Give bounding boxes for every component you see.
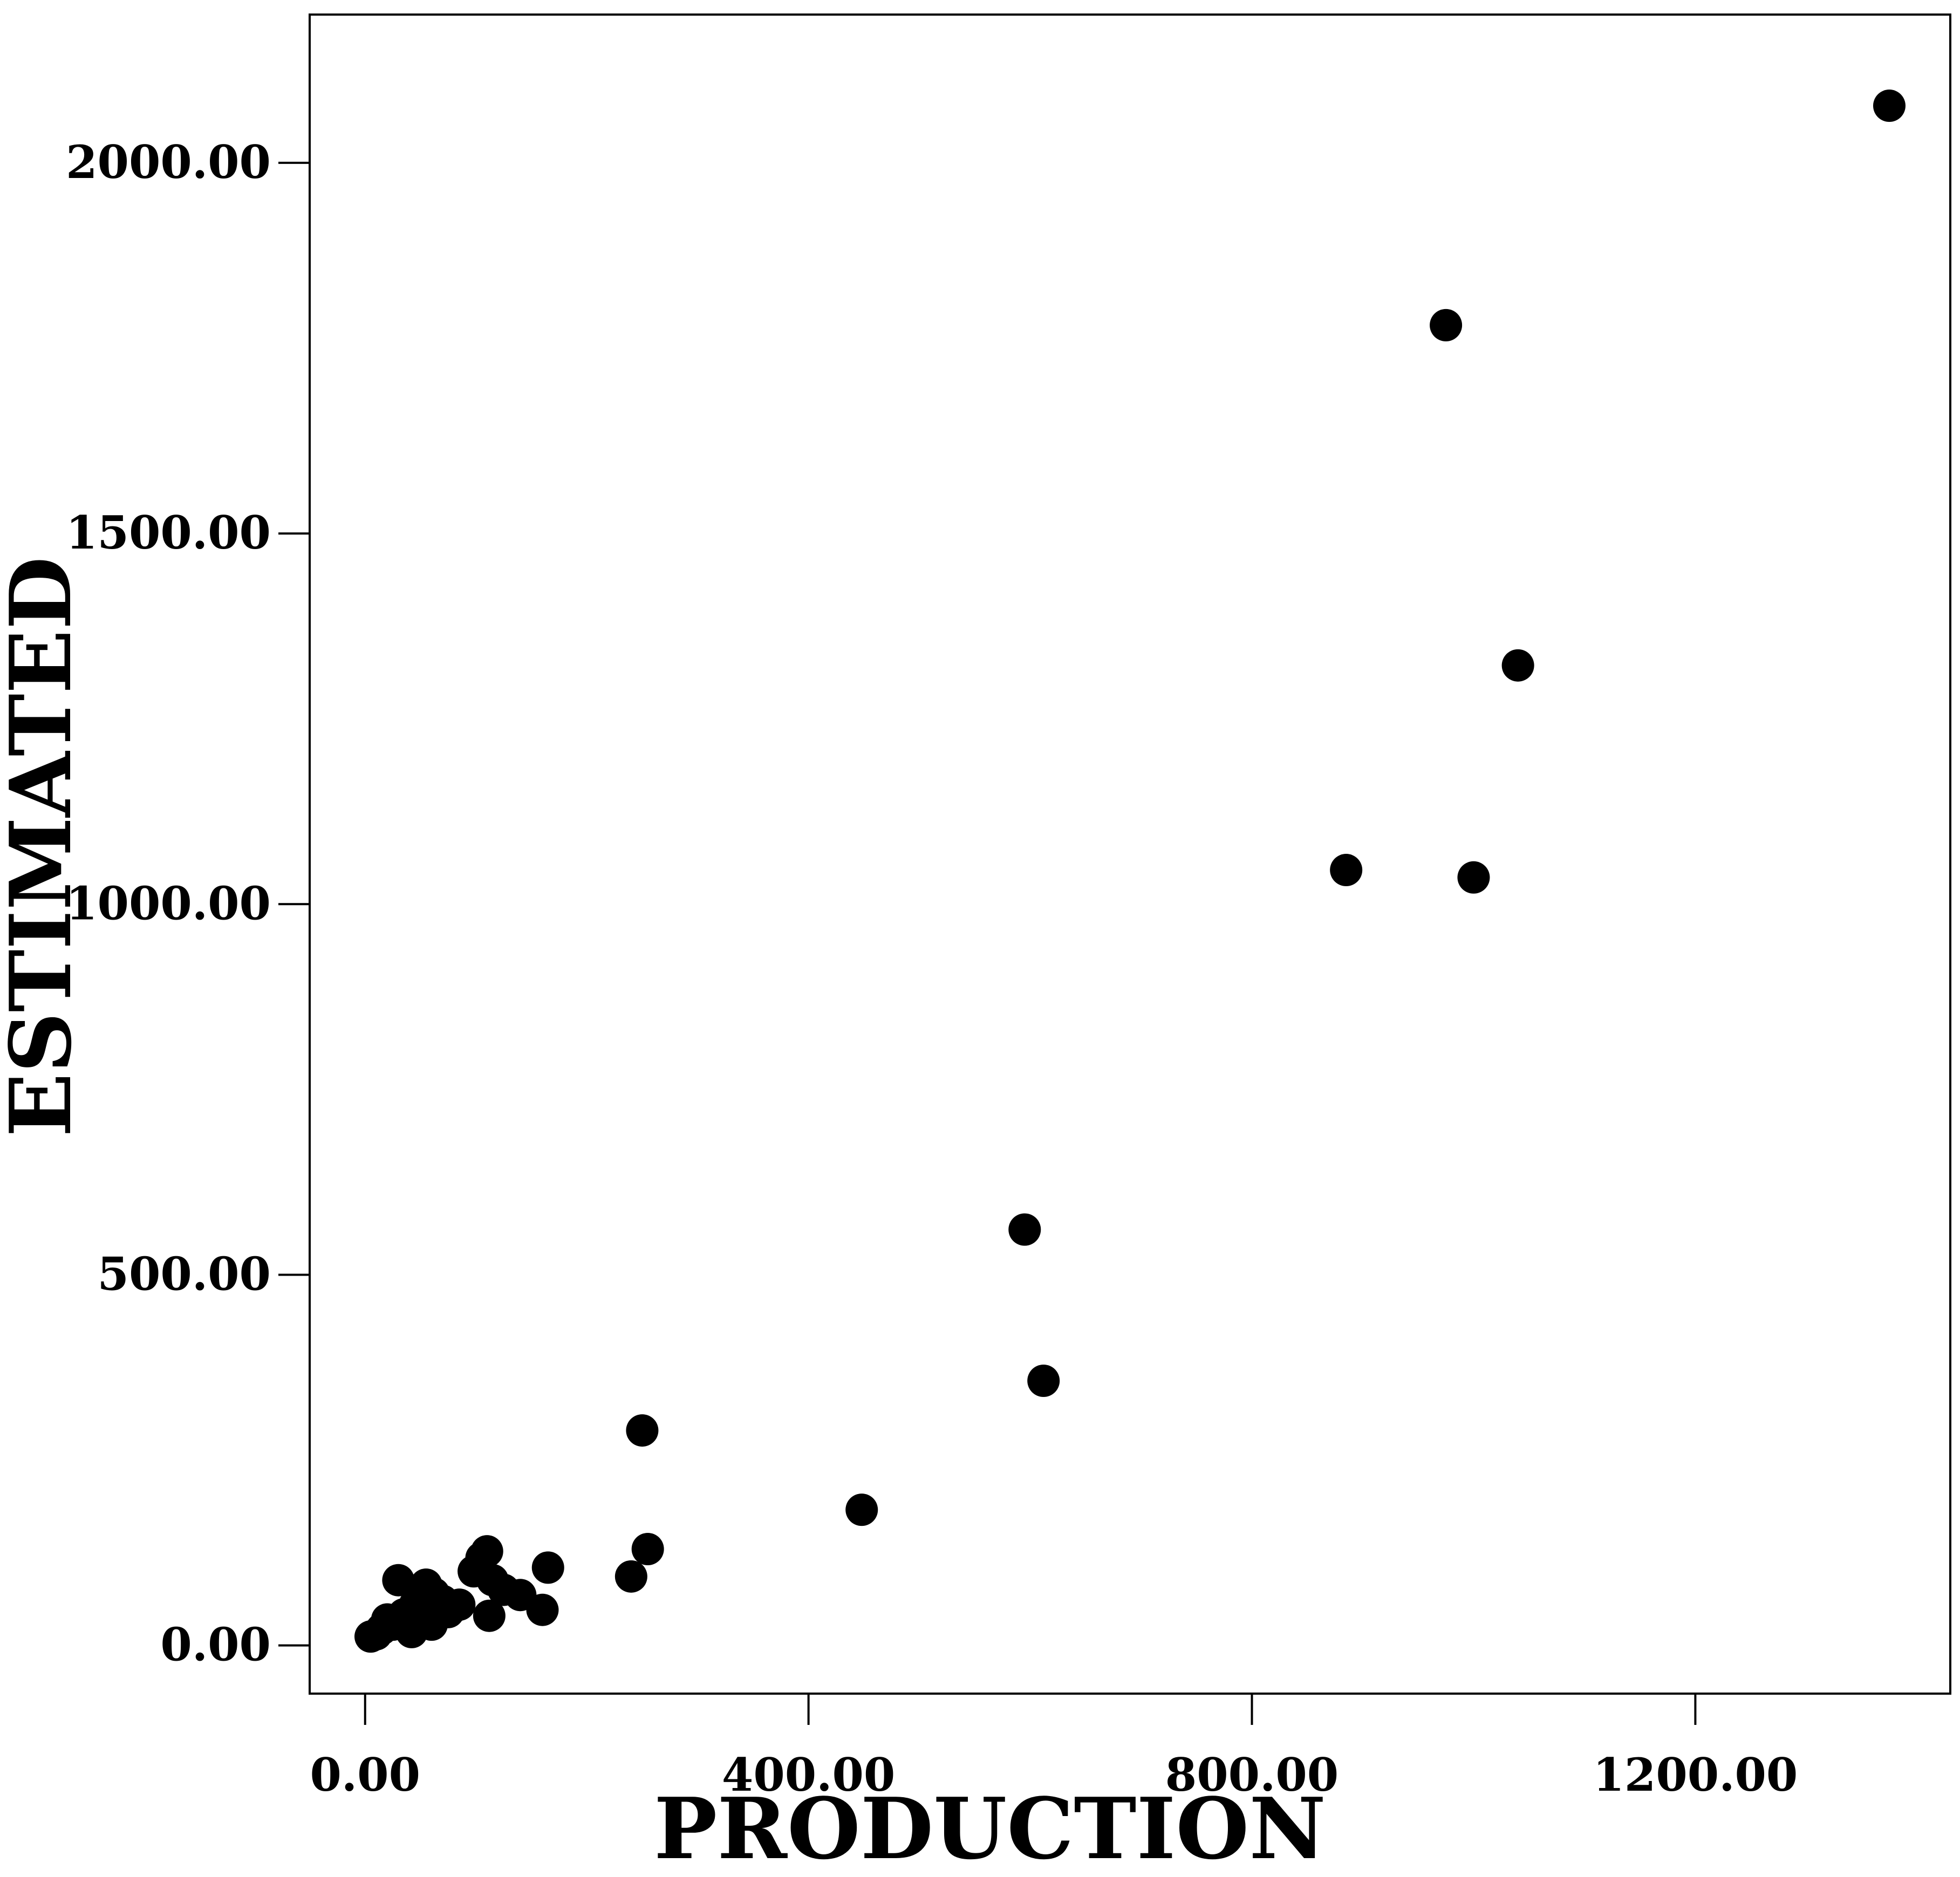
y-tick-label: 2000.00 <box>66 135 271 189</box>
data-point <box>443 1588 476 1621</box>
y-tick-label: 0.00 <box>160 1618 271 1672</box>
y-tick-label: 1500.00 <box>66 506 271 559</box>
data-point <box>1430 309 1463 341</box>
plot-frame <box>309 13 1951 1695</box>
data-point <box>1008 1213 1041 1246</box>
data-point <box>1457 861 1490 894</box>
data-point <box>614 1560 647 1593</box>
data-point <box>1873 90 1906 122</box>
y-axis: 0.00 500.00 1000.00 1500.00 2000.00 <box>66 135 310 1672</box>
data-point <box>531 1551 564 1584</box>
data-point <box>1027 1365 1060 1398</box>
x-axis-title: PRODUCTION <box>654 1779 1326 1874</box>
y-tick-label: 1000.00 <box>66 876 271 930</box>
data-points <box>354 90 1906 1653</box>
x-tick-label: 800.00 <box>1165 1748 1338 1801</box>
y-tick-label: 500.00 <box>98 1247 271 1300</box>
data-point <box>1501 649 1534 682</box>
data-point <box>631 1532 664 1565</box>
data-point <box>504 1579 537 1612</box>
x-tick-label: 1200.00 <box>1593 1748 1798 1801</box>
x-tick-label: 0.00 <box>310 1748 420 1801</box>
data-point <box>382 1564 415 1597</box>
data-point <box>473 1599 506 1632</box>
data-point <box>626 1414 659 1447</box>
y-axis-title: ESTIMATED <box>0 557 90 1137</box>
data-point <box>1330 854 1363 887</box>
x-axis: 0.00 400.00 800.00 1200.00 <box>310 1694 1798 1801</box>
data-point <box>845 1494 878 1526</box>
data-point <box>354 1620 387 1653</box>
x-tick-label: 400.00 <box>722 1748 895 1801</box>
data-point <box>415 1608 448 1641</box>
